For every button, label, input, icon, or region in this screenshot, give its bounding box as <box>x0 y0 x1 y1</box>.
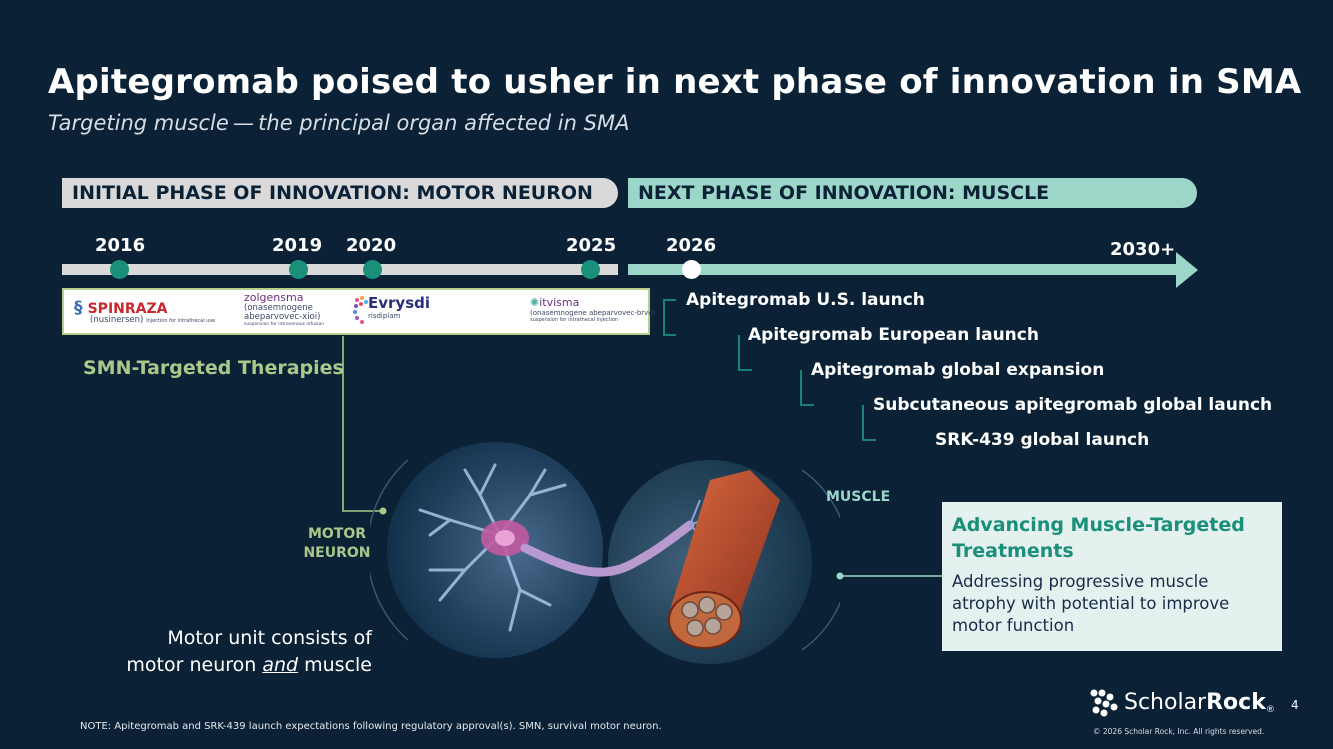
milestone-global-expansion: Apitegromab global expansion <box>811 360 1105 380</box>
phase-banner-next: NEXT PHASE OF INNOVATION: MUSCLE <box>628 178 1197 208</box>
evrysdi-logo: Evrysdi risdiplam <box>352 294 431 324</box>
motor-unit-illustration <box>370 442 840 664</box>
timeline-bar-initial <box>62 264 618 275</box>
page-title: Apitegromab poised to usher in next phas… <box>48 62 1302 102</box>
zolgensma-generic-2: abeparvovec-xioi) <box>244 312 321 322</box>
timeline-dot-2025 <box>581 260 600 279</box>
smn-therapy-logos: § SPINRAZA (nusinersen) Injection for in… <box>62 288 655 335</box>
milestone-european-launch: Apitegromab European launch <box>748 325 1039 345</box>
timeline-arrowhead <box>1176 252 1198 288</box>
timeline-dot-2016 <box>110 260 129 279</box>
spinraza-sub: Injection for intrathecal use <box>146 318 216 324</box>
page-number: 4 <box>1291 698 1299 712</box>
page-subtitle: Targeting muscle — the principal organ a… <box>48 111 630 135</box>
zolgensma-sub: suspension for intravenous infusion <box>244 322 325 327</box>
timeline-dot-2019 <box>289 260 308 279</box>
muscle-targeted-callout: Advancing Muscle-Targeted Treatments Add… <box>942 502 1282 651</box>
brand-wordmark: ScholarRock® <box>1124 690 1275 715</box>
spinraza-name: SPINRAZA <box>87 301 168 317</box>
callout-body: Addressing progressive muscle atrophy wi… <box>952 572 1230 635</box>
itvisma-logo: ✺itvisma (onasemnogene abeparvovec-brve)… <box>530 296 655 323</box>
spinraza-mark-icon: § <box>74 298 83 318</box>
muscle-label: MUSCLE <box>826 489 891 505</box>
milestone-subcutaneous-launch: Subcutaneous apitegromab global launch <box>873 395 1273 415</box>
zolgensma-generic: (onasemnogene <box>244 303 313 313</box>
timeline-dot-2020 <box>363 260 382 279</box>
itvisma-sub: suspension for intrathecal injection <box>530 317 619 323</box>
evrysdi-dots-icon <box>353 296 368 324</box>
footnote: NOTE: Apitegromab and SRK-439 launch exp… <box>80 721 662 732</box>
evrysdi-name: Evrysdi <box>368 294 431 312</box>
motor-neuron-label: MOTOR NEURON <box>303 526 371 561</box>
year-label-2020: 2020 <box>346 235 397 256</box>
timeline-bar-next <box>628 264 1180 275</box>
milestone-us-launch: Apitegromab U.S. launch <box>686 290 925 310</box>
year-label-2030: 2030+ <box>1110 239 1176 260</box>
motor-unit-caption: Motor unit consists of motor neuron and … <box>126 627 372 676</box>
callout-title: Advancing Muscle-Targeted Treatments <box>952 514 1245 562</box>
zolgensma-name: zolgensma <box>244 291 304 304</box>
spinraza-generic: (nusinersen) <box>90 315 144 325</box>
phase-banner-initial: INITIAL PHASE OF INNOVATION: MOTOR NEURO… <box>62 178 618 208</box>
scholar-rock-logo-icon <box>1090 689 1118 717</box>
copyright: © 2026 Scholar Rock, Inc. All rights res… <box>1093 727 1265 736</box>
year-label-2016: 2016 <box>95 235 146 256</box>
milestone-srk439-launch: SRK-439 global launch <box>935 430 1150 450</box>
timeline-dot-2026 <box>682 260 701 279</box>
spinraza-logo: § SPINRAZA (nusinersen) Injection for in… <box>74 298 215 325</box>
evrysdi-generic: risdiplam <box>368 312 401 320</box>
itvisma-name: itvisma <box>539 296 580 309</box>
itvisma-mark-icon: ✺ <box>530 296 540 309</box>
smn-targeted-therapies-label: SMN-Targeted Therapies <box>83 357 344 379</box>
zolgensma-logo: zolgensma (onasemnogene abeparvovec-xioi… <box>244 291 324 327</box>
itvisma-generic: (onasemnogene abeparvovec-brve) <box>530 309 656 317</box>
year-label-2019: 2019 <box>272 235 323 256</box>
year-label-2026: 2026 <box>666 235 717 256</box>
year-label-2025: 2025 <box>566 235 617 256</box>
